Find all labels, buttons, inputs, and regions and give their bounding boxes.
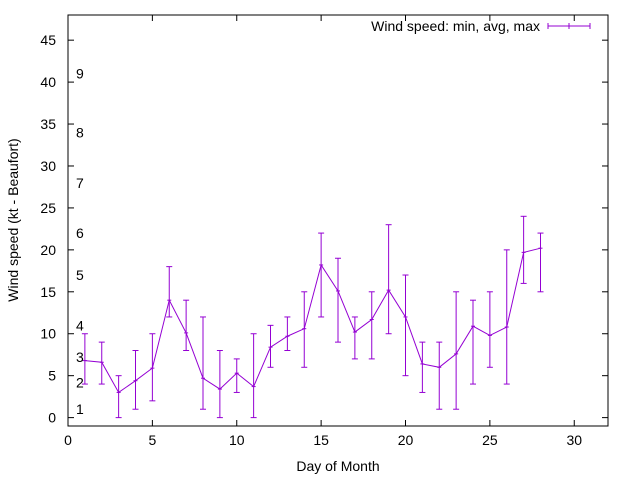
error-bar <box>233 358 240 393</box>
error-bar <box>453 291 460 410</box>
beaufort-label: 5 <box>76 267 84 283</box>
error-bar <box>183 299 190 352</box>
beaufort-label: 2 <box>76 374 84 390</box>
beaufort-label: 9 <box>76 66 84 82</box>
error-bar <box>335 257 341 343</box>
error-bar <box>301 291 308 368</box>
beaufort-label: 3 <box>76 349 84 365</box>
error-bar <box>149 333 156 402</box>
error-bar <box>368 291 375 360</box>
error-bar <box>81 333 88 385</box>
beaufort-label: 6 <box>76 225 84 241</box>
beaufort-label: 4 <box>76 317 84 333</box>
x-tick-label: 10 <box>229 432 245 448</box>
beaufort-label: 1 <box>76 401 84 417</box>
error-bar <box>98 341 105 385</box>
y-tick-label: 25 <box>40 200 56 216</box>
series-line <box>84 247 541 394</box>
x-tick-label: 15 <box>313 432 329 448</box>
y-tick-label: 40 <box>40 74 56 90</box>
error-bar <box>385 224 392 335</box>
error-bar <box>419 341 426 393</box>
error-bar <box>267 324 274 368</box>
error-bar <box>132 350 139 410</box>
series-layer <box>81 215 544 419</box>
legend: Wind speed: min, avg, max <box>371 18 591 34</box>
x-tick-label: 5 <box>148 432 156 448</box>
error-bar <box>470 299 476 385</box>
y-tick-label: 30 <box>40 158 56 174</box>
error-bar <box>216 350 223 419</box>
error-bar <box>318 232 325 318</box>
error-bar <box>520 215 527 284</box>
y-tick-label: 20 <box>40 242 56 258</box>
x-tick-label: 25 <box>482 432 498 448</box>
x-tick-label: 0 <box>64 432 72 448</box>
error-bar <box>402 274 409 377</box>
error-bar <box>503 249 510 385</box>
y-tick-label: 15 <box>40 284 56 300</box>
error-bar <box>250 333 257 419</box>
error-bar <box>284 316 291 352</box>
x-tick-label: 20 <box>398 432 414 448</box>
error-bar <box>115 375 122 419</box>
error-bar <box>537 232 544 293</box>
y-tick-label: 10 <box>40 326 56 342</box>
y-tick-label: 0 <box>48 410 56 426</box>
x-axis-title: Day of Month <box>296 458 379 474</box>
legend-label: Wind speed: min, avg, max <box>371 18 540 34</box>
error-bar <box>486 291 493 368</box>
error-bar <box>200 316 206 410</box>
y-tick-label: 45 <box>40 32 56 48</box>
y-tick-label: 35 <box>40 116 56 132</box>
beaufort-label: 8 <box>76 124 84 140</box>
error-bar <box>351 316 358 360</box>
x-tick-label: 30 <box>566 432 582 448</box>
y-tick-label: 5 <box>48 368 56 384</box>
y-axis-title: Wind speed (kt - Beaufort) <box>5 138 21 301</box>
error-bar <box>436 341 443 410</box>
beaufort-scale-labels: 1 2 3 4 5 6 7 8 9 <box>76 66 84 418</box>
error-bar <box>166 266 173 318</box>
plot-border <box>67 14 609 427</box>
beaufort-label: 7 <box>76 175 84 191</box>
